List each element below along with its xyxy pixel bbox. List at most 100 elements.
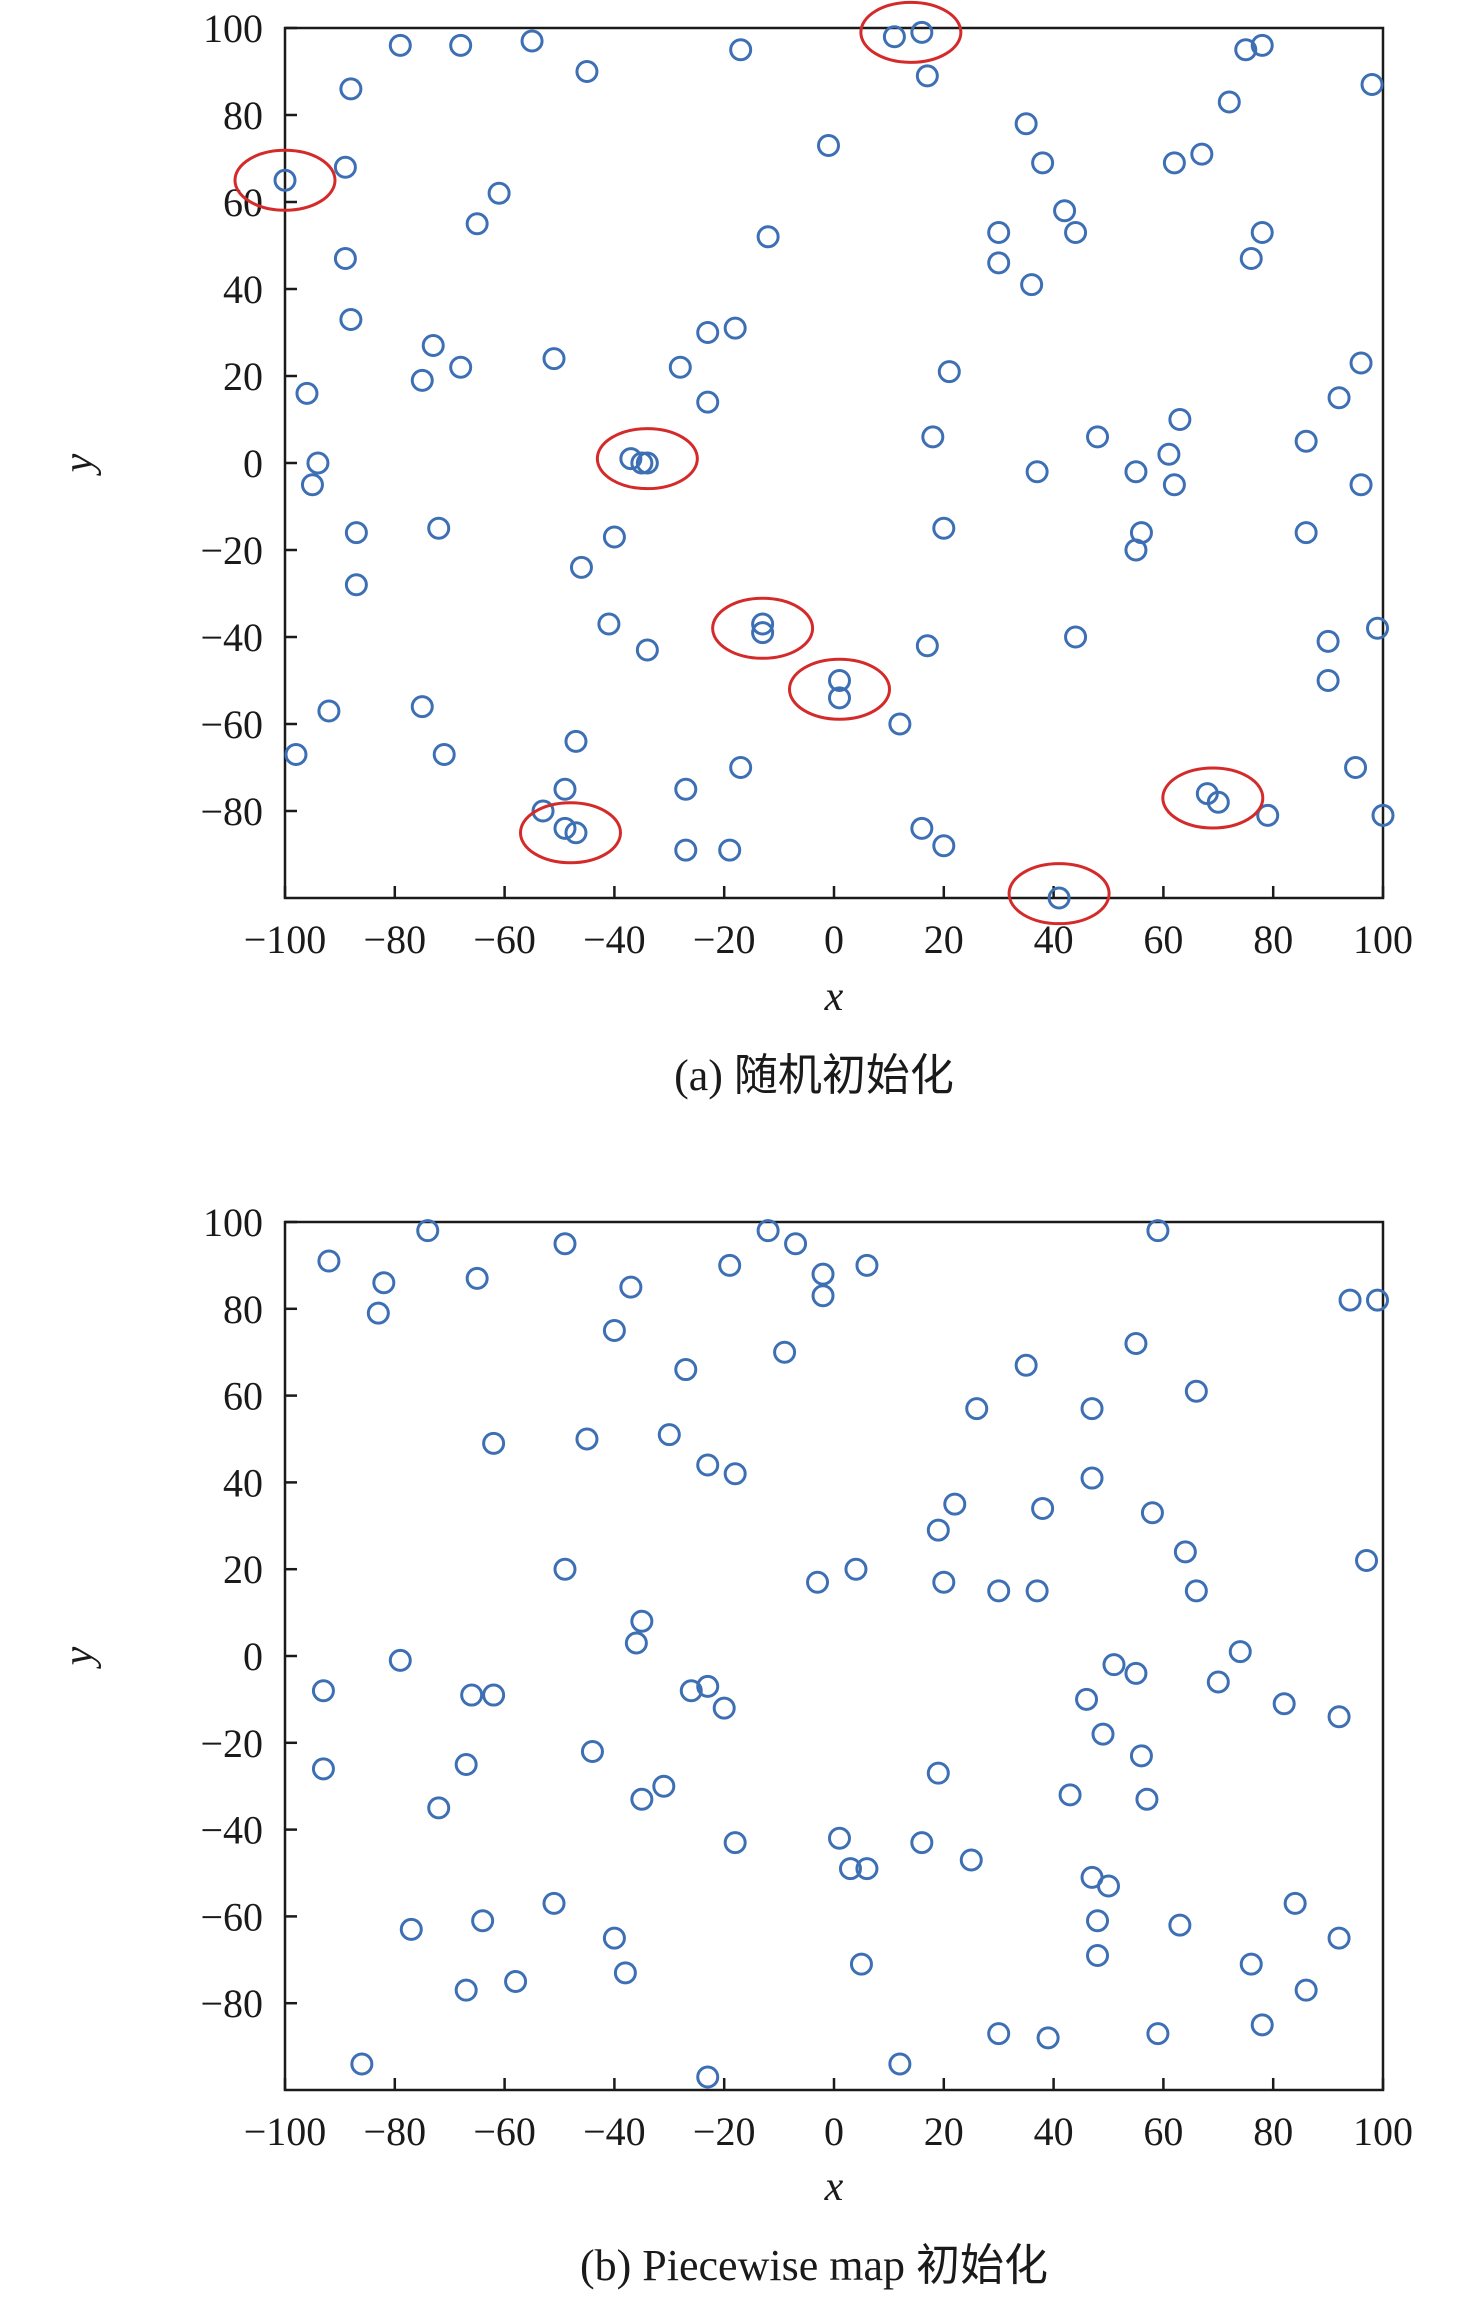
data-point xyxy=(1031,1496,1055,1520)
data-point xyxy=(932,516,956,540)
data-point xyxy=(921,425,945,449)
data-point xyxy=(602,1319,626,1342)
data-point xyxy=(1190,142,1214,166)
data-point xyxy=(366,1301,390,1325)
data-point xyxy=(1025,460,1049,484)
data-point xyxy=(410,695,434,719)
data-point xyxy=(1064,220,1088,244)
data-point xyxy=(674,1358,698,1382)
data-point xyxy=(504,1970,528,1993)
x-tick-label: 60 xyxy=(1143,917,1183,962)
y-tick-label: −40 xyxy=(200,615,263,660)
panel-caption: (a) 随机初始化 xyxy=(674,1051,954,1100)
data-point xyxy=(1217,90,1241,114)
data-point xyxy=(1014,1353,1038,1377)
data-point xyxy=(817,133,841,157)
data-point xyxy=(597,612,621,636)
data-point xyxy=(416,1219,440,1243)
y-tick-label: 0 xyxy=(243,1634,263,1679)
data-point xyxy=(1124,538,1148,562)
x-tick-label: 100 xyxy=(1353,2109,1413,2154)
data-point xyxy=(1272,1692,1296,1716)
y-tick-label: −20 xyxy=(200,1721,263,1766)
data-point xyxy=(273,168,297,192)
data-point xyxy=(602,1926,626,1950)
data-point xyxy=(1086,1943,1110,1967)
data-point xyxy=(729,38,753,62)
data-point xyxy=(696,1674,720,1698)
data-point xyxy=(932,834,956,858)
y-tick-label: 60 xyxy=(223,1374,263,1419)
data-point xyxy=(1239,247,1263,271)
data-point xyxy=(427,516,451,540)
data-point xyxy=(1080,1397,1104,1421)
y-tick-label: 60 xyxy=(223,180,263,225)
data-point xyxy=(1256,803,1280,827)
data-point xyxy=(1316,629,1340,653)
data-point xyxy=(1064,625,1088,649)
data-point xyxy=(1146,1219,1170,1243)
data-point xyxy=(333,155,357,179)
data-point xyxy=(888,2052,912,2076)
data-point xyxy=(1294,1978,1318,2002)
data-point xyxy=(1250,33,1274,57)
data-point xyxy=(1250,220,1274,244)
data-point xyxy=(1366,616,1390,640)
data-point xyxy=(1162,151,1186,175)
x-tick-label: −100 xyxy=(244,917,327,962)
data-point xyxy=(1360,73,1384,97)
data-point xyxy=(542,1891,566,1915)
data-point xyxy=(1124,1661,1148,1685)
x-tick-label: −40 xyxy=(583,2109,646,2154)
y-tick-label: 100 xyxy=(203,6,263,51)
data-point xyxy=(855,1253,879,1277)
data-point xyxy=(1184,1379,1208,1403)
data-point xyxy=(882,25,906,49)
data-point xyxy=(306,451,330,475)
x-tick-label: 20 xyxy=(924,2109,964,2154)
panel-caption: (b) Piecewise map 初始化 xyxy=(580,2241,1048,2290)
data-point xyxy=(482,1683,506,1707)
data-point xyxy=(1355,1549,1379,1573)
data-point xyxy=(531,799,555,823)
data-point xyxy=(855,1857,879,1881)
data-point xyxy=(718,1253,742,1277)
data-point xyxy=(1025,1579,1049,1603)
data-point xyxy=(482,1431,506,1455)
data-point xyxy=(1366,1288,1390,1312)
x-tick-label: −100 xyxy=(244,2109,327,2154)
data-point xyxy=(1228,1640,1252,1664)
x-tick-label: −40 xyxy=(583,917,646,962)
data-point xyxy=(910,20,934,44)
data-point xyxy=(344,521,368,545)
data-point xyxy=(723,316,747,340)
data-point xyxy=(1102,1653,1126,1677)
data-point xyxy=(1124,460,1148,484)
data-point xyxy=(471,1909,495,1933)
x-tick-label: 0 xyxy=(824,2109,844,2154)
data-point xyxy=(388,33,412,57)
data-point xyxy=(624,1631,648,1655)
data-point xyxy=(1239,1952,1263,1976)
data-point xyxy=(987,1579,1011,1603)
data-point xyxy=(959,1848,983,1872)
data-point xyxy=(784,1232,808,1256)
data-point xyxy=(449,33,473,57)
data-point xyxy=(454,1753,478,1776)
plot-frame xyxy=(283,1220,1385,2092)
data-point xyxy=(635,451,659,475)
data-point xyxy=(811,1262,835,1286)
data-point xyxy=(1053,199,1077,223)
data-point xyxy=(432,742,456,766)
data-point xyxy=(421,334,445,358)
data-point xyxy=(674,838,698,862)
data-point xyxy=(1173,1540,1197,1564)
highlight-ellipse xyxy=(595,427,699,491)
data-point xyxy=(1014,112,1038,136)
data-point xyxy=(564,729,588,753)
x-tick-label: −60 xyxy=(473,2109,536,2154)
data-point xyxy=(723,1831,747,1855)
data-point xyxy=(317,699,341,723)
data-point xyxy=(827,686,851,710)
x-tick-label: 60 xyxy=(1143,2109,1183,2154)
